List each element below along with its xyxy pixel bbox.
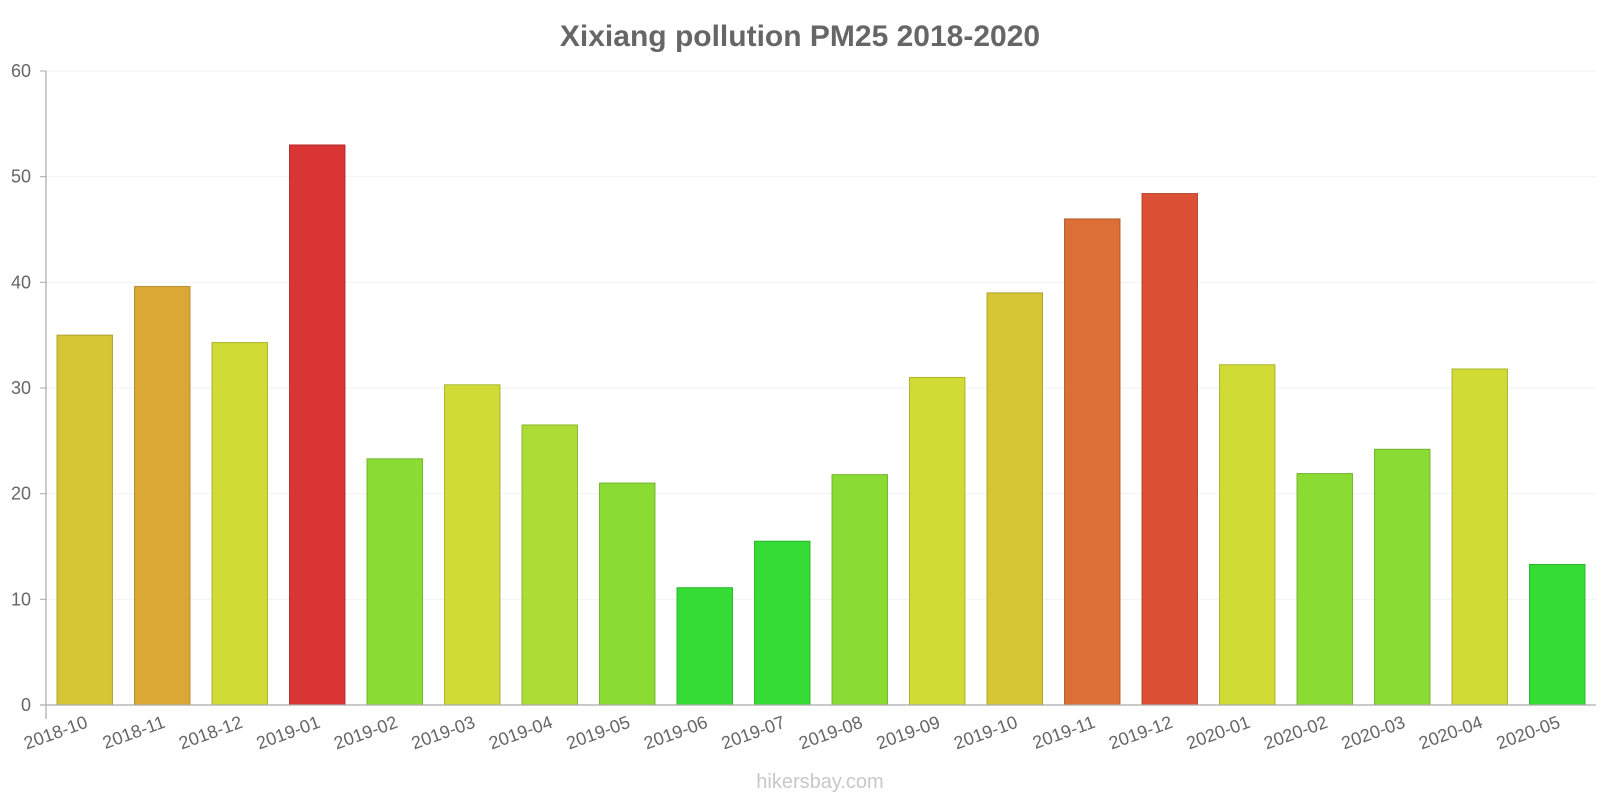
bar-2019-04[interactable] (521, 424, 578, 706)
x-tick-label: 2018-10 (21, 712, 90, 753)
x-tick-label: 2019-10 (951, 712, 1020, 753)
y-tick-label: 30 (11, 378, 31, 398)
chart-title: Xixiang pollution PM25 2018-2020 (560, 20, 1040, 53)
x-tick-label: 2019-08 (796, 712, 865, 753)
bar-2018-10[interactable] (56, 334, 113, 706)
x-tick-label: 2020-03 (1339, 712, 1408, 753)
bar-2018-12[interactable] (211, 342, 268, 706)
y-tick-label: 50 (11, 167, 31, 187)
bar-2019-03[interactable] (444, 384, 501, 706)
bar-2020-01[interactable] (1219, 364, 1276, 706)
x-tick-label: 2019-05 (564, 712, 633, 753)
bar-2020-03[interactable] (1374, 448, 1431, 706)
x-tick-label: 2019-07 (719, 712, 788, 753)
x-tick-label: 2018-11 (100, 712, 168, 753)
x-tick-label: 2019-09 (874, 712, 943, 753)
x-tick-label: 2019-06 (641, 712, 710, 753)
bar-2020-02[interactable] (1296, 473, 1353, 706)
bar-2018-11[interactable] (134, 286, 191, 706)
gridlines (46, 70, 1596, 600)
x-tick-label: 2018-12 (176, 712, 245, 753)
y-tick-label: 20 (11, 484, 31, 504)
bar-2019-02[interactable] (366, 458, 423, 706)
bar-2019-11[interactable] (1064, 218, 1121, 706)
y-tick-label: 0 (21, 695, 31, 715)
y-tick-labels: 0 10 20 30 40 50 60 (11, 61, 31, 715)
x-tick-label: 2020-05 (1494, 712, 1563, 753)
bar-2020-05[interactable] (1529, 563, 1586, 706)
x-tick-label: 2019-04 (486, 712, 555, 753)
bars (56, 144, 1586, 706)
x-tick-label: 2019-12 (1106, 712, 1175, 753)
bar-2019-09[interactable] (909, 376, 966, 706)
x-tick-label: 2019-03 (409, 712, 478, 753)
x-tick-label: 2020-04 (1416, 712, 1485, 753)
x-tick-labels: 2018-10 2018-11 2018-12 2019-01 2019-02 2019-… (21, 712, 1562, 753)
y-tick-label: 60 (11, 61, 31, 81)
x-tick-label: 2019-11 (1030, 712, 1098, 753)
bar-2019-07[interactable] (754, 540, 811, 706)
bar-2019-01[interactable] (289, 144, 346, 706)
bar-2019-06[interactable] (676, 587, 733, 706)
bar-2019-12[interactable] (1141, 193, 1198, 706)
bar-2019-05[interactable] (599, 482, 656, 706)
x-tick-label: 2020-01 (1184, 712, 1253, 753)
bar-2020-04[interactable] (1451, 368, 1508, 706)
axes (40, 70, 1596, 719)
x-tick-label: 2020-02 (1261, 712, 1330, 753)
bar-2019-10[interactable] (986, 292, 1043, 706)
y-tick-label: 10 (11, 589, 31, 609)
watermark: hikersbay.com (756, 771, 883, 793)
y-tick-label: 40 (11, 272, 31, 292)
x-tick-label: 2019-02 (331, 712, 400, 753)
x-tick-label: 2019-01 (254, 712, 323, 753)
bar-2019-08[interactable] (831, 474, 888, 706)
